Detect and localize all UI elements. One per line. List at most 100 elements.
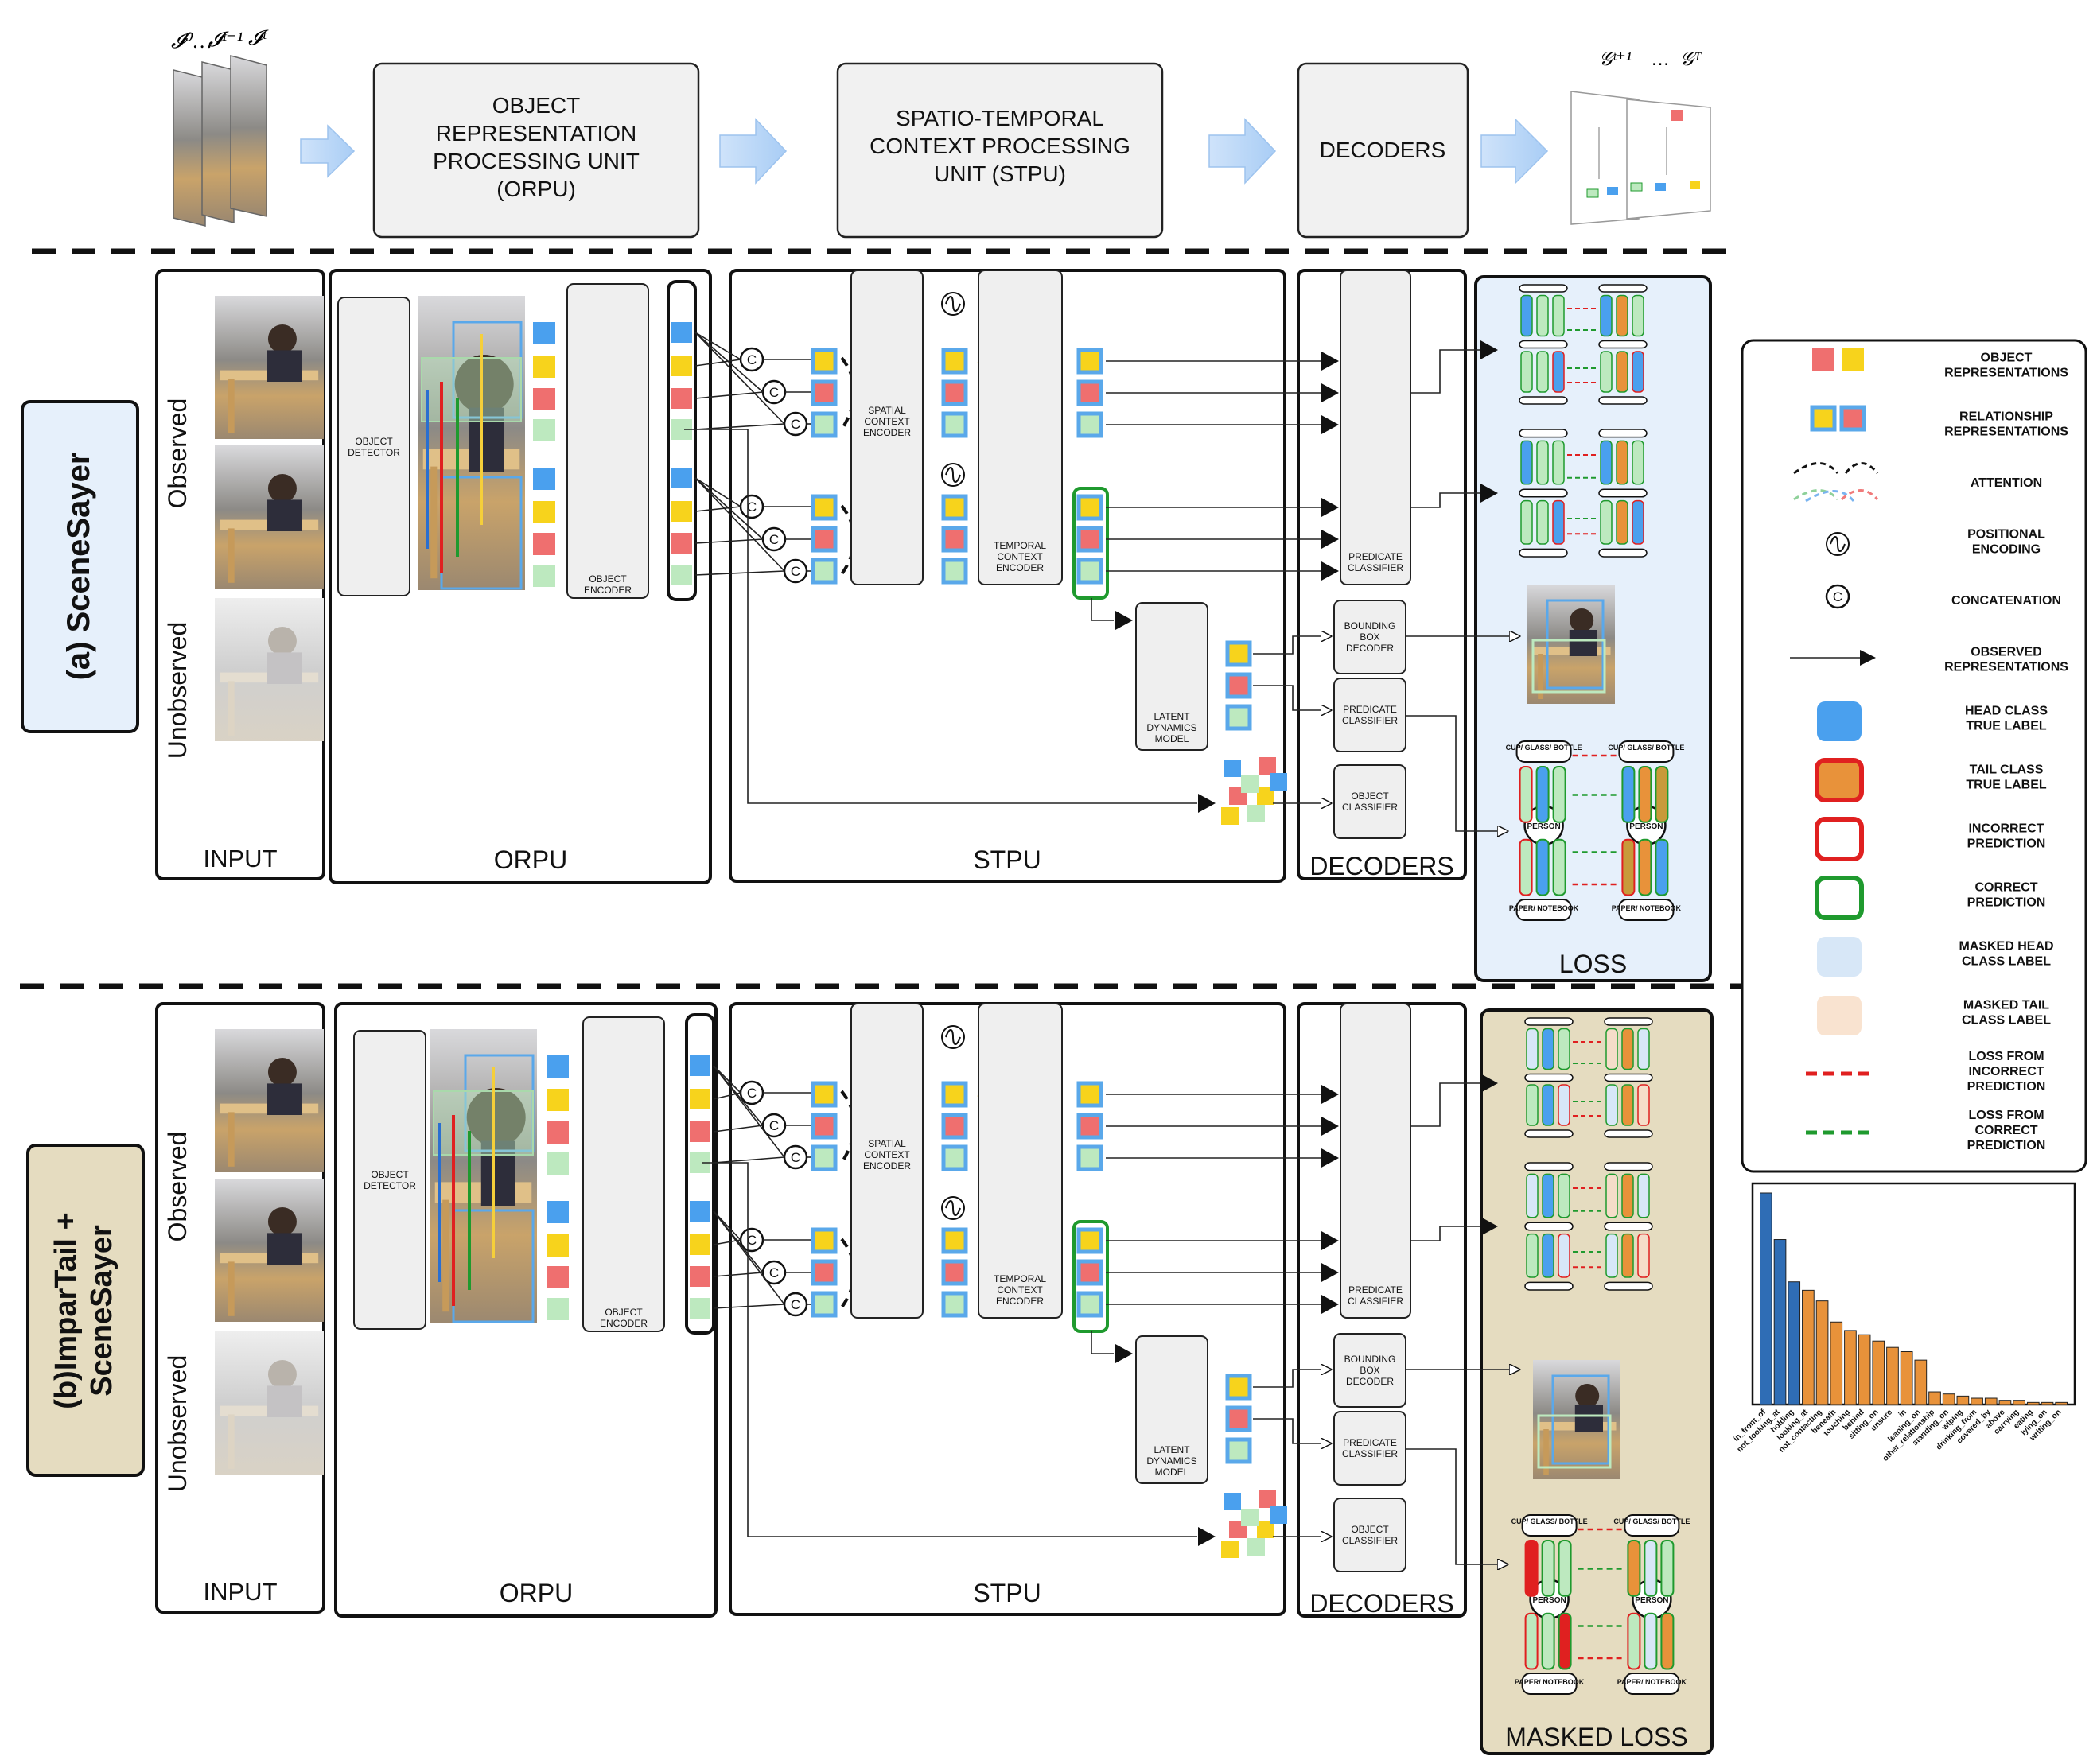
graph-predicate-top <box>1621 766 1636 823</box>
loss-graph-2-scene-graph <box>1524 1162 1653 1291</box>
graph-predicate-bottom <box>1600 351 1613 393</box>
temporal-output <box>1076 1227 1103 1254</box>
graph-node-person-text: PERSON <box>1527 822 1560 831</box>
relationship-representation <box>811 379 838 406</box>
connector <box>694 477 741 507</box>
legend-text: TRUE LABEL <box>1966 720 2047 733</box>
latent-dynamics-text-line-3: MODEL <box>1155 1467 1189 1478</box>
concat-letter: C <box>747 499 757 515</box>
chart-frame <box>1751 1182 2076 1406</box>
graph-predicate-top <box>1632 440 1644 485</box>
legend-text: PREDICTION <box>1967 1139 2046 1152</box>
graph-predicate-bottom <box>1621 838 1636 896</box>
graph-node-bottom <box>1598 548 1648 558</box>
connector <box>1253 636 1331 655</box>
positioned-representation <box>941 526 968 553</box>
graph-predicate-bottom <box>1605 1233 1618 1278</box>
graph-predicate-top <box>1526 1173 1539 1218</box>
spatial-encoder-text-line-2: CONTEXT <box>864 416 910 427</box>
graph-predicate-bottom <box>1627 1612 1641 1670</box>
latent-dynamics-text-line-1: LATENT <box>1154 711 1190 722</box>
flow-arrow-1 <box>300 124 356 178</box>
graph-predicate-bottom <box>1616 351 1628 393</box>
relation-rep-icon <box>1810 405 1837 432</box>
graph-predicate-bottom <box>1644 1612 1658 1670</box>
graph-node-bottom <box>1604 1129 1653 1138</box>
panel-title: (a) SceneSayer <box>61 453 96 681</box>
relationship-representation <box>811 411 838 438</box>
positional-encoding-wave <box>1830 536 1846 552</box>
object-representation <box>547 1121 569 1144</box>
observed-arrowhead <box>1321 561 1339 581</box>
graph-predicate-bottom <box>1541 1612 1555 1670</box>
temporal-context-encoder <box>978 270 1063 585</box>
graph-node-bottom-text: PAPER/ NOTEBOOK <box>1515 1678 1585 1686</box>
graph-node-center <box>1598 488 1648 498</box>
graph-predicate-top <box>1558 1028 1570 1070</box>
predicted-object-representation <box>1259 1490 1276 1508</box>
graph-node-center <box>1524 1073 1574 1082</box>
loss-label: LOSS <box>1559 950 1627 978</box>
legend-item-obj: OBJECT REPRESENTATIONS <box>1812 348 2068 380</box>
graph-predicate-bottom <box>1552 499 1565 545</box>
temporal-output <box>1076 411 1103 438</box>
encoded-object <box>690 1089 710 1109</box>
graph-predicate-top <box>1520 294 1533 337</box>
spatial-encoder-text-line-1: SPATIAL <box>868 405 906 416</box>
object-representation <box>533 501 555 523</box>
legend-text: LOSS FROM <box>1968 1050 2044 1063</box>
graph-node-bottom-text: PAPER/ NOTEBOOK <box>1612 904 1682 912</box>
top-stpu-line-2: CONTEXT PROCESSING <box>870 134 1130 158</box>
loss-arrowhead <box>1480 1074 1498 1093</box>
bar-unsure <box>1886 1346 1899 1405</box>
graph-predicate-top <box>1655 766 1669 823</box>
observed-arrowhead <box>1321 383 1339 402</box>
temporal-output <box>1076 1113 1103 1140</box>
graph-node-top-text: CUP/ GLASS/ BOTTLE <box>1506 744 1582 752</box>
graph-node-top-text: CUP/ GLASS/ BOTTLE <box>1613 1517 1690 1525</box>
graph-predicate-top <box>1542 1173 1554 1218</box>
observed-arrowhead <box>1321 530 1339 549</box>
graph-node-top <box>1524 1162 1574 1171</box>
observed-label: Observed <box>163 1132 192 1242</box>
latent-dynamics-text-line-3: MODEL <box>1155 733 1189 744</box>
connector <box>694 332 785 425</box>
connector <box>1091 1331 1114 1354</box>
graph-predicate-bottom <box>1632 351 1644 393</box>
connector <box>1410 349 1480 394</box>
correct-prediction-icon <box>1815 876 1864 920</box>
graph-node-top <box>1598 284 1648 293</box>
panel-scenesayer: (a) SceneSayer Observed Unobserved INPUT ORP… <box>21 269 1712 982</box>
relation-rep-icon <box>1839 405 1866 432</box>
encoded-object <box>671 468 692 488</box>
encoded-object <box>690 1055 710 1076</box>
graph-predicate-bottom <box>1536 499 1549 545</box>
desk-leg <box>228 1261 235 1316</box>
legend-text: TAIL CLASS <box>1970 763 2044 777</box>
temporal-encoder-text-line-1: TEMPORAL <box>994 540 1046 551</box>
predicted-object-representation <box>1270 773 1287 791</box>
object-encoder <box>566 283 649 599</box>
legend-text: PREDICTION <box>1967 837 2046 851</box>
attention-color-icon <box>1805 490 1855 503</box>
panel-impartail-scenesayer: (b)ImparTail + SceneSayer Observed Unobserv… <box>26 1002 1714 1755</box>
predicted-representation <box>1225 704 1252 731</box>
panel-title-line-2: SceneSayer <box>85 1225 119 1397</box>
masked-head-icon <box>1817 937 1862 977</box>
top-orpu-line-4: (ORPU) <box>496 177 576 201</box>
legend-text: CLASS LABEL <box>1962 955 2051 969</box>
bar-looking_at <box>1802 1289 1815 1405</box>
predicate-classifier-text-line-2: CLASSIFIER <box>1348 562 1403 573</box>
predicted-object-representation <box>1259 757 1276 775</box>
connector <box>694 506 741 512</box>
positioned-representation <box>941 558 968 585</box>
connector <box>694 332 741 360</box>
predicted-bbox <box>1551 1374 1610 1465</box>
person-torso <box>1574 1405 1603 1432</box>
legend-text: PREDICTION <box>1967 896 2046 910</box>
legend-text: ATTENTION <box>1971 476 2042 490</box>
predicted-representation <box>1225 1437 1252 1464</box>
predicate-classifier-future-text-line-1: PREDICATE <box>1343 704 1397 715</box>
